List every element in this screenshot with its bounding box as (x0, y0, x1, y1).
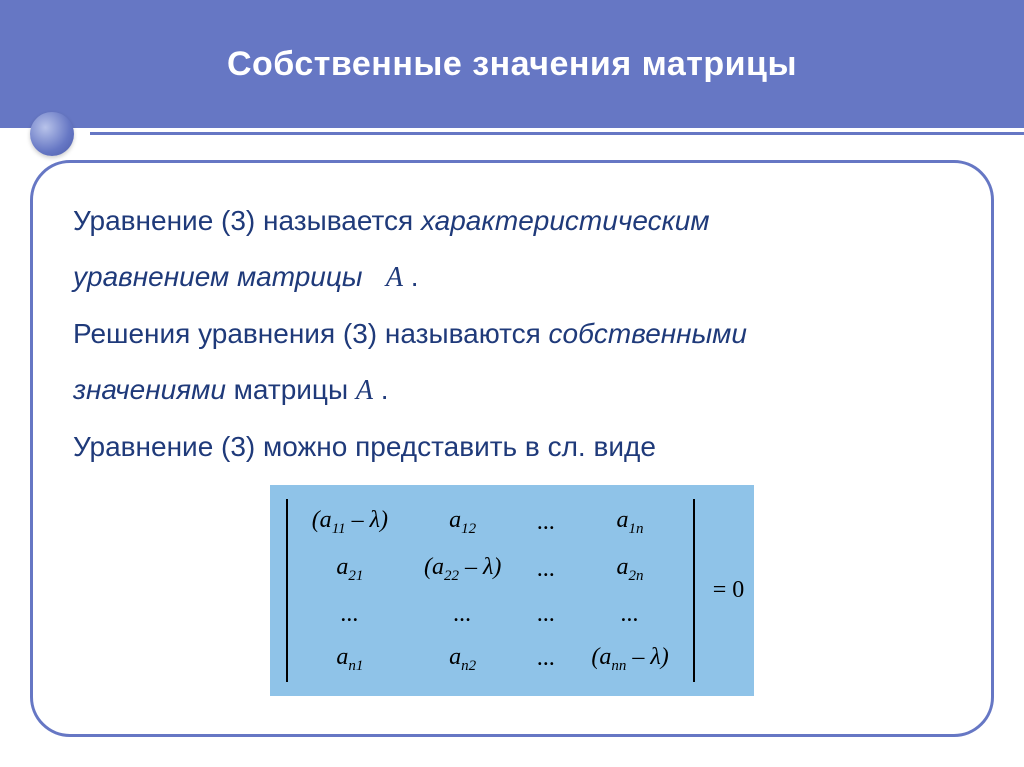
cell-text: (a (424, 554, 444, 580)
cell-text: – λ) (459, 554, 501, 580)
matrix-cell: ... (294, 593, 406, 636)
matrix-cell: an2 (406, 636, 519, 683)
matrix-row: (a11 – λ) a12 ... a1n (294, 499, 687, 546)
matrix-cell: ... (519, 593, 573, 636)
cell-sub: 11 (332, 521, 346, 537)
text: Решения уравнения (3) называются (73, 318, 549, 349)
text-italic: уравнением матрицы (73, 261, 363, 292)
determinant: (a11 – λ) a12 ... a1n a21 (a22 – λ) ... … (280, 499, 745, 682)
cell-text: a (336, 554, 348, 580)
cell-sub: nn (611, 657, 626, 673)
matrix-cell: a12 (406, 499, 519, 546)
text-italic: характеристическим (421, 205, 710, 236)
paragraph-3: Решения уравнения (3) называются собстве… (73, 306, 951, 362)
matrix-cell: an1 (294, 636, 406, 683)
det-bar-left (286, 499, 288, 682)
matrix-cell: ... (573, 593, 686, 636)
cell-sub: 22 (444, 568, 459, 584)
text: . (373, 374, 389, 405)
text-italic: значениями (73, 374, 226, 405)
matrix-cell: a21 (294, 546, 406, 593)
matrix-cell: ... (519, 546, 573, 593)
cell-sub: n1 (348, 657, 363, 673)
matrix-cell: (a22 – λ) (406, 546, 519, 593)
cell-text: – λ) (346, 507, 388, 533)
matrix-cell: (a11 – λ) (294, 499, 406, 546)
text: Уравнение (3) называется (73, 205, 421, 236)
text-italic: собственными (549, 318, 747, 349)
slide-title: Собственные значения матрицы (227, 45, 797, 84)
matrix-cell: a1n (573, 499, 686, 546)
matrix-cell: ... (406, 593, 519, 636)
text: матрицы (226, 374, 356, 405)
math-symbol-a: A (356, 375, 373, 406)
cell-text: a (449, 507, 461, 533)
cell-sub: 12 (461, 521, 476, 537)
cell-text: (a (312, 507, 332, 533)
header-rule (90, 132, 1024, 135)
cell-sub: 1n (629, 521, 644, 537)
paragraph-1: Уравнение (3) называется характеристичес… (73, 193, 951, 249)
det-bar-right (693, 499, 695, 682)
matrix-cell: ... (519, 636, 573, 683)
slide-header: Собственные значения матрицы (0, 0, 1024, 128)
cell-text: a (449, 644, 461, 670)
matrix-equation: (a11 – λ) a12 ... a1n a21 (a22 – λ) ... … (73, 485, 951, 696)
matrix-table: (a11 – λ) a12 ... a1n a21 (a22 – λ) ... … (294, 499, 687, 682)
matrix-box: (a11 – λ) a12 ... a1n a21 (a22 – λ) ... … (270, 485, 755, 696)
cell-sub: 2n (629, 568, 644, 584)
equals-zero: = 0 (713, 577, 745, 604)
cell-text: (a (591, 644, 611, 670)
math-symbol-a: A (386, 262, 403, 293)
matrix-row: a21 (a22 – λ) ... a2n (294, 546, 687, 593)
cell-text: – λ) (626, 644, 668, 670)
content-frame: Уравнение (3) называется характеристичес… (30, 160, 994, 737)
cell-sub: 21 (348, 568, 363, 584)
paragraph-2: уравнением матрицы A . (73, 249, 951, 306)
paragraph-5: Уравнение (3) можно представить в сл. ви… (73, 419, 951, 475)
matrix-cell: (ann – λ) (573, 636, 686, 683)
matrix-cell: ... (519, 499, 573, 546)
paragraph-4: значениями матрицы A . (73, 362, 951, 419)
matrix-cell: a2n (573, 546, 686, 593)
matrix-row: an1 an2 ... (ann – λ) (294, 636, 687, 683)
cell-text: a (617, 554, 629, 580)
matrix-row: ... ... ... ... (294, 593, 687, 636)
bullet-icon (30, 112, 74, 156)
text: . (403, 261, 419, 292)
cell-text: a (336, 644, 348, 670)
cell-text: a (617, 507, 629, 533)
cell-sub: n2 (461, 657, 476, 673)
